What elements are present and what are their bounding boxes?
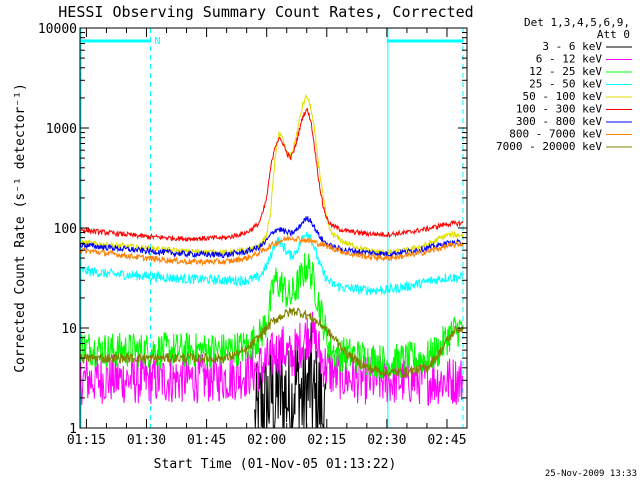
chart-title: HESSI Observing Summary Count Rates, Cor…: [58, 3, 473, 21]
legend-label: 25 - 50 keV: [529, 78, 602, 91]
x-tick-label: 02:15: [307, 433, 346, 448]
legend-label: 300 - 800 keV: [516, 115, 602, 128]
x-tick-label: 01:45: [187, 433, 226, 448]
night-label: N: [155, 36, 161, 47]
y-tick-label: 100: [54, 222, 77, 237]
legend-header-line: Det 1,3,4,5,6,9,: [524, 16, 630, 29]
series-layer: [79, 93, 464, 429]
series-line: [79, 234, 464, 267]
legend-header: Det 1,3,4,5,6,9, Att 0: [524, 16, 630, 41]
series-line: [79, 107, 464, 243]
x-tick-label: 01:15: [67, 433, 106, 448]
x-tick-label: 02:30: [367, 433, 406, 448]
legend-label: 100 - 300 keV: [516, 103, 602, 116]
x-tick-label: 02:00: [247, 433, 286, 448]
legend-label: 12 - 25 keV: [529, 65, 602, 78]
y-tick-label: 10000: [38, 22, 77, 37]
y-tick-label: 1: [69, 422, 77, 437]
x-axis-label: Start Time (01-Nov-05 01:13:22): [154, 457, 397, 472]
axes: 1 10 100 1000 10000 01:15 01:30 01:45 02:00 02:15…: [38, 22, 468, 448]
series-line: [79, 216, 464, 259]
series-line: [79, 311, 464, 407]
footer-date: 25-Nov-2009 13:33: [545, 469, 637, 479]
x-tick-label: 02:45: [427, 433, 466, 448]
legend-label: 50 - 100 keV: [523, 90, 603, 103]
legend-label: 800 - 7000 keV: [509, 128, 602, 141]
legend-label: 3 - 6 keV: [542, 40, 602, 53]
legend-header-line: Att 0: [597, 28, 630, 41]
series-line: [79, 93, 464, 258]
y-tick-label: 10: [61, 322, 77, 337]
series-line: [79, 252, 464, 381]
y-tick-label: 1000: [46, 122, 77, 137]
series-line: [79, 231, 464, 296]
series-line: [79, 307, 464, 379]
legend-label: 6 - 12 keV: [536, 53, 603, 66]
legend-label: 7000 - 20000 keV: [496, 140, 602, 153]
y-axis-label: Corrected Count Rate (s⁻¹ detector⁻¹): [13, 83, 28, 373]
x-tick-label: 01:30: [127, 433, 166, 448]
